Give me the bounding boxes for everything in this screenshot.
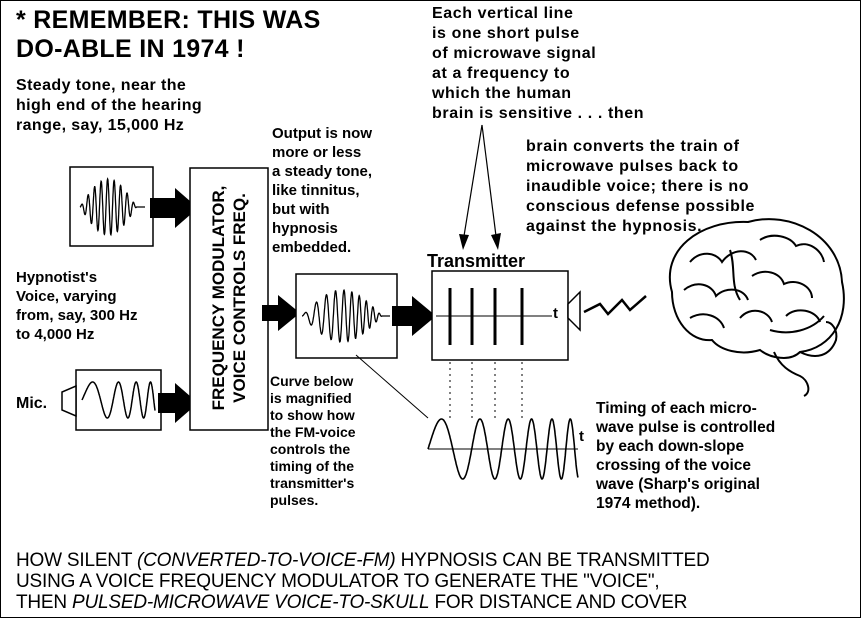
- mic-label: Mic.: [16, 394, 47, 414]
- pointer-line-2: [482, 125, 496, 236]
- hypnotist-voice-note: Hypnotist's Voice, varying from, say, 30…: [16, 268, 137, 344]
- caption-line-2: USING A VOICE FREQUENCY MODULATOR TO GEN…: [16, 571, 710, 592]
- magnified-curve-note: Curve below is magnified to show how the…: [270, 373, 356, 509]
- curve-t-label: t: [579, 428, 584, 446]
- caption: HOW SILENT (CONVERTED-TO-VOICE-FM) HYPNO…: [16, 550, 710, 613]
- brain-illustration: [670, 219, 844, 396]
- mic-icon: [62, 386, 76, 416]
- caption-line-3: THEN PULSED-MICROWAVE VOICE-TO-SKULL FOR…: [16, 592, 710, 613]
- output-arrow: [392, 296, 436, 336]
- output-note: Output is now more or less a steady tone…: [272, 124, 372, 257]
- pulse-note: Each vertical line is one short pulse of…: [432, 4, 644, 124]
- diagram-title: * REMEMBER: THIS WAS DO-ABLE IN 1974 !: [16, 6, 321, 64]
- pointer-to-curve: [356, 355, 428, 418]
- steady-tone-note: Steady tone, near the high end of the he…: [16, 76, 202, 136]
- transmitter-label: Transmitter: [427, 251, 525, 271]
- antenna-horn: [568, 292, 580, 330]
- transmitter-t-label: t: [553, 305, 558, 323]
- pointer-head-1: [459, 234, 469, 250]
- pointer-head-2: [491, 233, 501, 250]
- mic-signal-box: [76, 370, 161, 430]
- caption-line-1: HOW SILENT (CONVERTED-TO-VOICE-FM) HYPNO…: [16, 550, 710, 571]
- brain-conversion-note: brain converts the train of microwave pu…: [526, 137, 755, 237]
- modulator-label: FREQUENCY MODULATOR, VOICE CONTROLS FREQ…: [208, 173, 250, 423]
- lightning-bolt: [584, 296, 646, 314]
- pulse-timing-note: Timing of each micro- wave pulse is cont…: [596, 399, 775, 513]
- pointer-line-1: [464, 125, 482, 236]
